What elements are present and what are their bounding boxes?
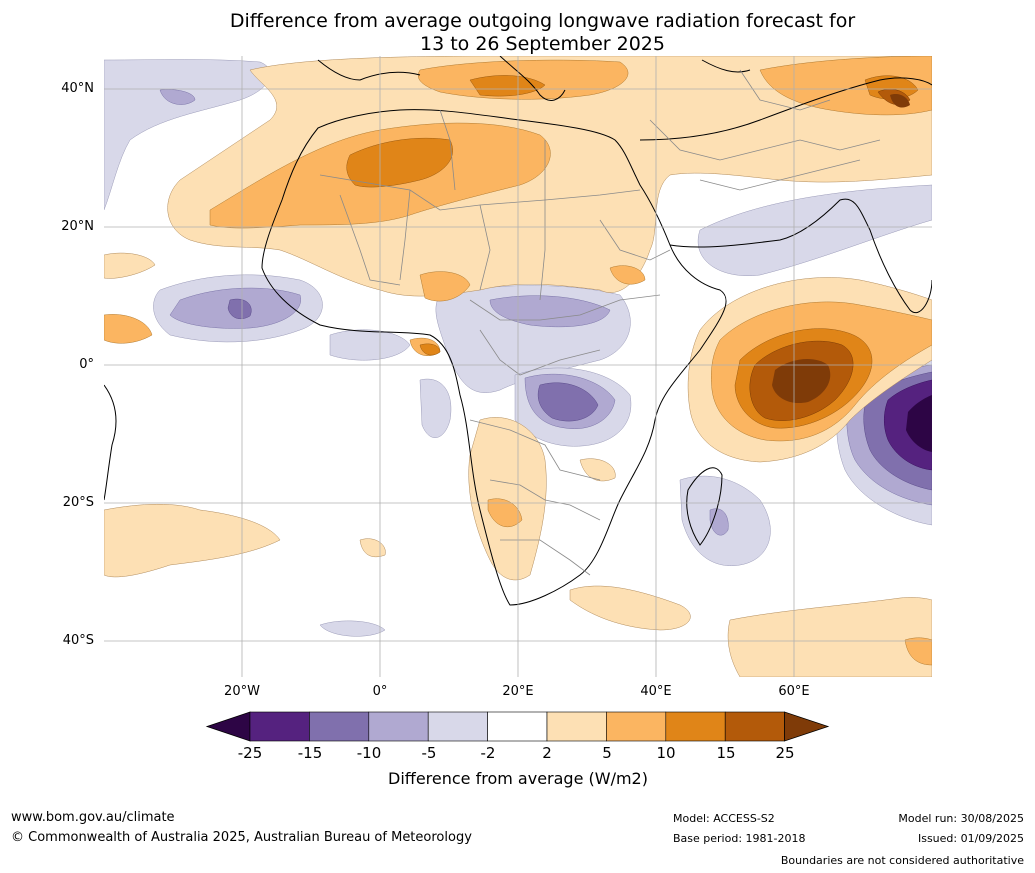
lon-label-20w: 20°W [224,684,260,699]
issued-text: Issued: 01/09/2025 [917,832,1024,845]
coastlines [104,56,932,606]
colorbar-tick-label: 2 [542,744,552,762]
lat-label-0: 0° [79,357,94,372]
model-run-text: Model run: 30/08/2025 [898,812,1024,825]
lat-label-40n: 40°N [61,81,94,96]
colorbar-tick-label: 25 [775,744,795,762]
colorbar-segment [487,711,548,742]
colorbar-tick-label: -25 [237,744,263,762]
country-borders [319,69,881,576]
colorbar-extension-low [205,711,251,742]
colorbar-tick-label: -10 [356,744,382,762]
lon-label-60e: 60°E [778,684,810,699]
colorbar-tick-label: 10 [656,744,676,762]
lon-label-0: 0° [372,684,388,699]
lon-label-40e: 40°E [640,684,672,699]
colorbar-segment [309,711,370,742]
colorbar-segment [249,711,310,742]
colorbar-segment [665,711,726,742]
colorbar-segment [606,711,667,742]
disclaimer-text: Boundaries are not considered authoritat… [780,854,1024,867]
lat-label-40s: 40°S [62,633,94,648]
lat-label-20n: 20°N [61,219,94,234]
lat-label-20s: 20°S [62,495,94,510]
chart-title: Difference from average outgoing longwav… [0,10,1035,56]
gridlines [104,56,932,677]
colorbar-tick-label: 15 [716,744,736,762]
colorbar-tick-label: 5 [602,744,612,762]
colorbar-tick-label: -15 [297,744,323,762]
lon-label-20e: 20°E [502,684,534,699]
anomaly-extreme-negative [906,395,932,452]
colorbar-tick-label: -2 [480,744,496,762]
anomaly-extreme-positive [772,94,910,404]
copyright-text: © Commonwealth of Australia 2025, Austra… [11,830,472,845]
colorbar-title: Difference from average (W/m2) [388,769,648,788]
colorbar-segment [427,711,488,742]
colorbar-segment [368,711,429,742]
website-link[interactable]: www.bom.gov.au/climate [11,810,175,825]
colorbar-tick-label: -5 [421,744,437,762]
colorbar [205,711,830,742]
title-line-2: 13 to 26 September 2025 [420,33,665,55]
title-line-1: Difference from average outgoing longwav… [229,10,856,32]
base-period-text: Base period: 1981-2018 [673,832,806,845]
model-text: Model: ACCESS-S2 [673,812,775,825]
colorbar-segment [724,711,785,742]
colorbar-extension-high [784,711,830,742]
colorbar-segment [546,711,607,742]
